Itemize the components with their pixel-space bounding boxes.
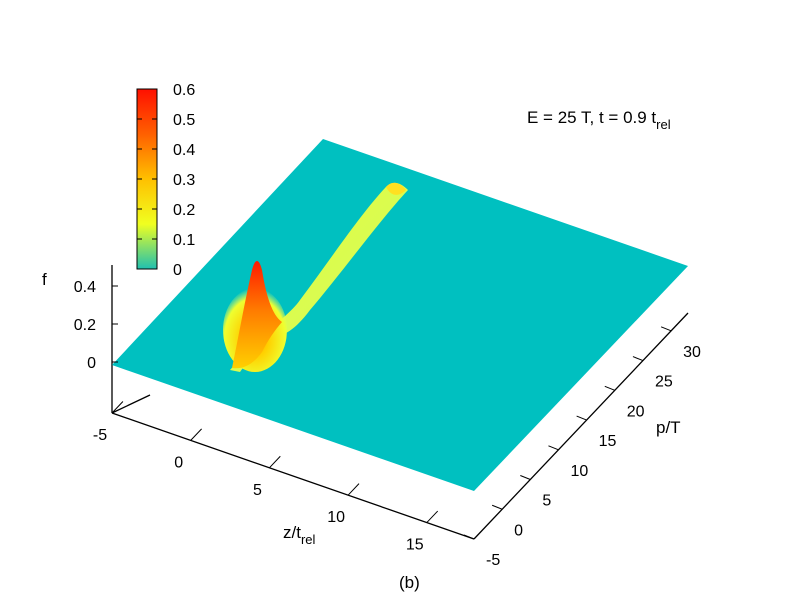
y-axis: -5 0 5 10 15 20 25 30 p/T xyxy=(463,326,701,569)
x-tick-label: -5 xyxy=(93,427,107,444)
y-tick xyxy=(604,385,615,391)
peak-spike xyxy=(232,261,282,369)
colorbar-tick-label: 0.5 xyxy=(173,112,195,129)
y-tick-label: -5 xyxy=(486,552,500,569)
x-tick-label: 15 xyxy=(406,537,424,554)
x-tick-label: 10 xyxy=(327,509,345,526)
x-tick xyxy=(111,401,124,414)
x-tick xyxy=(269,455,281,469)
surface-plane xyxy=(112,139,688,491)
x-tick xyxy=(190,428,202,441)
x-axis-label: z/trel xyxy=(283,523,316,547)
z-axis-label: f xyxy=(42,270,47,289)
x-tick-label: 5 xyxy=(253,482,262,499)
y-tick xyxy=(632,356,644,362)
y-tick-label: 10 xyxy=(570,463,588,480)
z-tick-label: 0.2 xyxy=(74,317,96,334)
colorbar: 0 0.1 0.2 0.3 0.4 0.5 0.6 xyxy=(136,82,195,279)
y-tick xyxy=(520,475,531,480)
colorbar-tick-label: 0.6 xyxy=(173,82,195,99)
y-tick xyxy=(576,415,587,421)
x-tick xyxy=(347,483,360,496)
panel-label: (b) xyxy=(399,573,420,592)
x-tick xyxy=(426,510,439,523)
colorbar-tick-label: 0.4 xyxy=(173,142,195,159)
chart-annotation: E = 25 T, t = 0.9 trel xyxy=(527,108,671,132)
colorbar-tick-label: 0.1 xyxy=(173,232,195,249)
y-tick xyxy=(660,326,672,332)
x-tick-label: 0 xyxy=(174,454,183,471)
surface-ridge xyxy=(230,182,408,372)
z-axis: f 0 0.2 0.4 xyxy=(42,270,118,372)
surface xyxy=(112,139,688,491)
colorbar-tick-label: 0 xyxy=(173,262,182,279)
y-tick-label: 0 xyxy=(514,522,523,539)
axis-frame xyxy=(111,265,151,414)
y-tick-label: 20 xyxy=(627,403,645,420)
z-tick-label: 0.4 xyxy=(74,279,96,296)
y-tick xyxy=(491,504,503,510)
y-tick-label: 5 xyxy=(542,493,551,510)
y-tick-label: 30 xyxy=(683,344,701,361)
y-tick-label: 25 xyxy=(655,374,673,391)
y-tick xyxy=(548,445,559,451)
colorbar-tick-label: 0.3 xyxy=(173,172,195,189)
front-frame xyxy=(111,312,689,540)
y-tick-label: 15 xyxy=(599,433,617,450)
y-axis-label: p/T xyxy=(656,418,681,437)
y-tick xyxy=(463,534,475,540)
x-axis: -5 0 5 10 15 z/trel xyxy=(93,401,439,554)
z-tick-label: 0 xyxy=(87,355,96,372)
colorbar-tick-label: 0.2 xyxy=(173,202,195,219)
